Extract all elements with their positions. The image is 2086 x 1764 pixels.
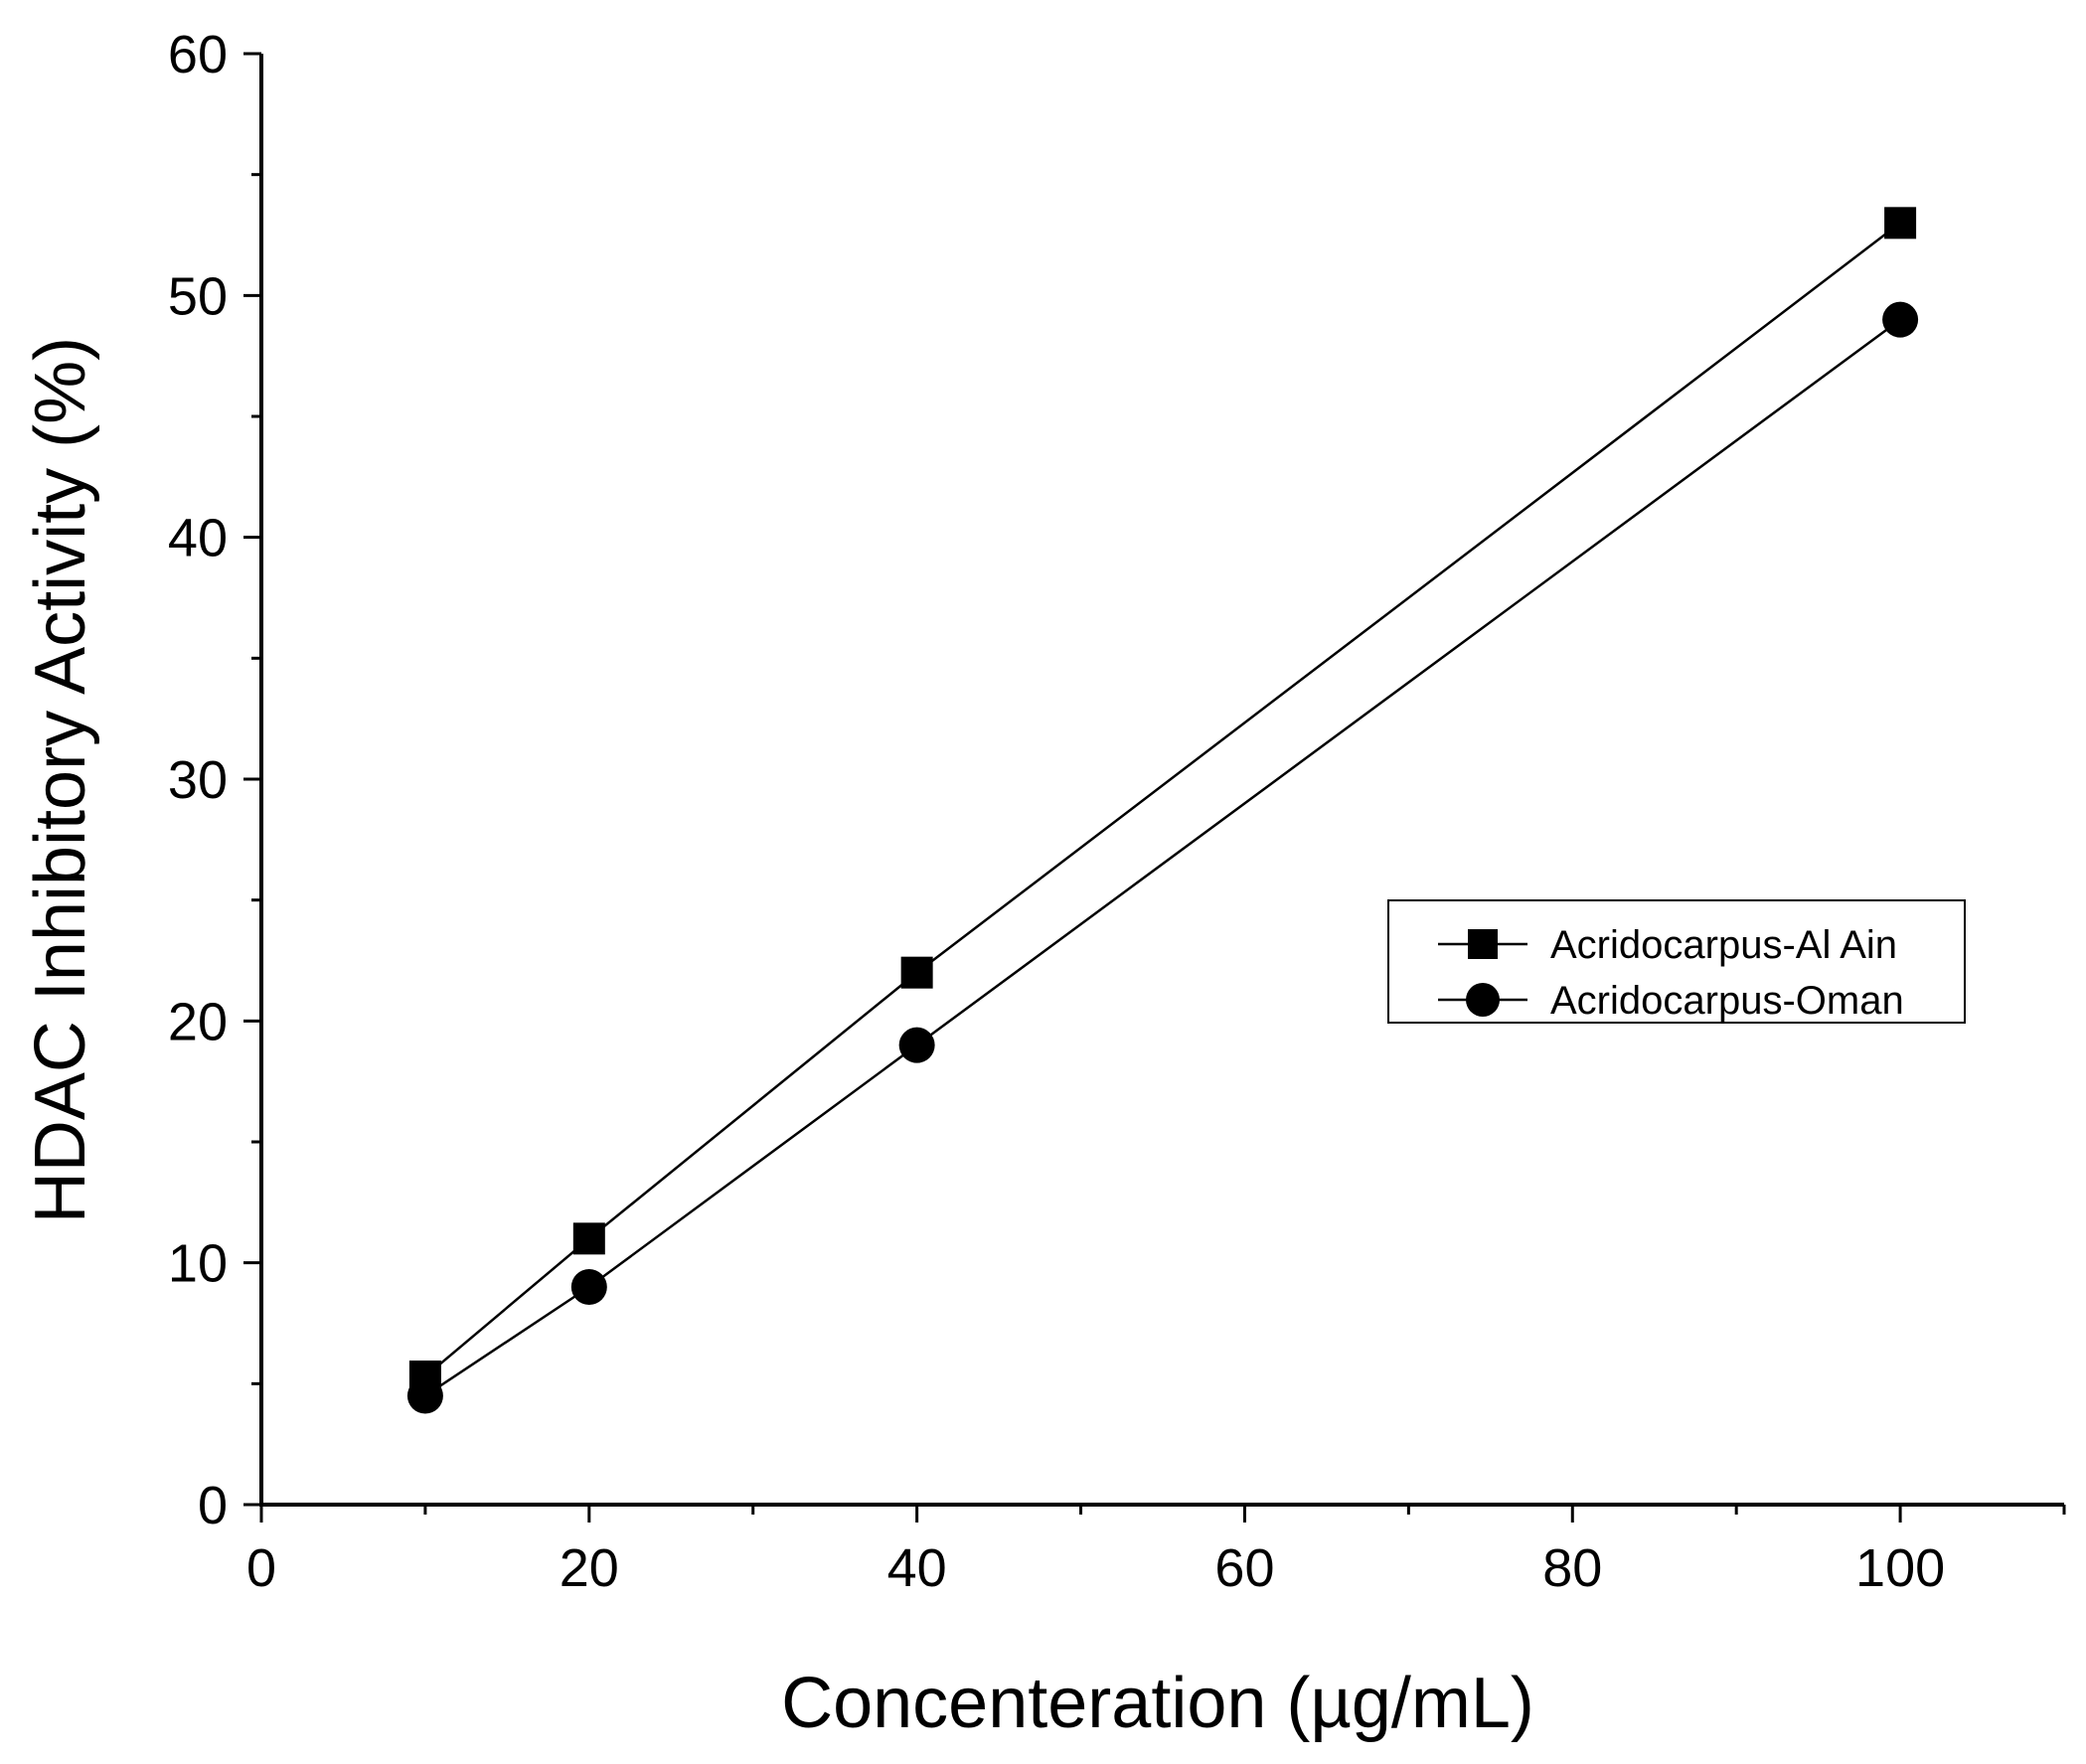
legend: Acridocarpus-Al Ain Acridocarpus-Oman	[1387, 899, 1966, 1024]
data-point	[406, 1377, 443, 1414]
legend-label: Acridocarpus-Oman	[1550, 979, 1904, 1023]
y-tick-label: 30	[168, 750, 228, 810]
series-line	[424, 318, 1901, 1397]
data-point	[898, 1027, 935, 1063]
y-tick-label: 40	[168, 509, 228, 568]
data-point	[900, 956, 933, 989]
y-tick-label: 50	[168, 266, 228, 326]
axes	[259, 54, 2064, 1507]
legend-item: Acridocarpus-Al Ain	[1438, 923, 1897, 967]
data-point	[572, 1222, 605, 1255]
x-tick-label: 0	[246, 1538, 276, 1598]
data-point	[1882, 301, 1919, 338]
x-tick-label: 80	[1542, 1538, 1602, 1598]
y-tick-label: 0	[198, 1476, 228, 1535]
data-point	[1884, 207, 1917, 240]
series-layer	[406, 207, 1919, 1414]
x-axis-title: Concenteration (µg/mL)	[781, 1664, 1534, 1743]
legend-marker	[1468, 929, 1498, 959]
x-axis-ticks: 0 20 40 60 80 100	[246, 1505, 2066, 1598]
x-tick-label: 60	[1214, 1538, 1274, 1598]
series-2	[406, 301, 1919, 1414]
legend-item: Acridocarpus-Oman	[1438, 979, 1904, 1023]
y-axis-title: HDAC Inhibitory Activity (%)	[21, 337, 100, 1223]
x-tick-label: 20	[560, 1538, 619, 1598]
data-point	[570, 1269, 607, 1305]
x-tick-label: 40	[887, 1538, 947, 1598]
series-line	[424, 222, 1901, 1377]
y-tick-label: 10	[168, 1234, 228, 1294]
legend-label: Acridocarpus-Al Ain	[1550, 923, 1897, 967]
legend-marker	[1466, 983, 1500, 1017]
y-axis-ticks: 0 10 20 30 40 50 60	[168, 25, 261, 1535]
y-tick-label: 60	[168, 25, 228, 84]
y-tick-label: 20	[168, 992, 228, 1051]
series-1	[408, 207, 1917, 1393]
x-tick-label: 100	[1855, 1538, 1945, 1598]
